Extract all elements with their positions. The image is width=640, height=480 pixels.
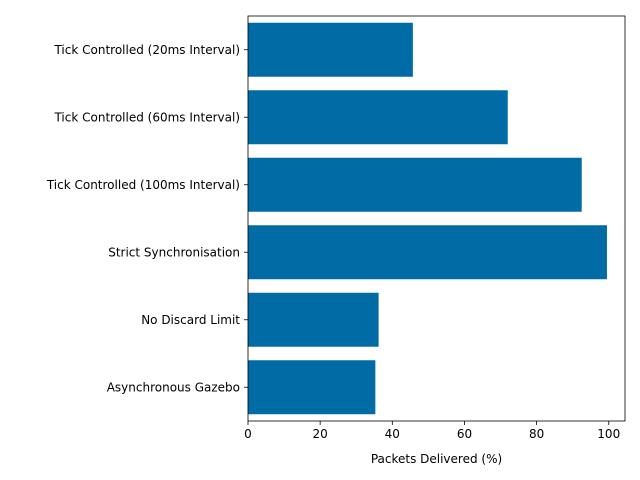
x-axis-label: Packets Delivered (%)	[371, 452, 502, 466]
plot-frame	[247, 15, 626, 422]
y-tick-label: Tick Controlled (20ms Interval)	[53, 43, 240, 57]
axes-frame	[247, 15, 626, 422]
bar	[248, 90, 508, 145]
y-tick-label: Asynchronous Gazebo	[107, 380, 240, 394]
x-tick-label: 80	[529, 427, 544, 441]
bar	[248, 292, 379, 347]
y-axis-categories: Tick Controlled (20ms Interval) Tick Cont…	[46, 43, 248, 394]
bar	[248, 360, 376, 415]
x-tick-label: 60	[457, 427, 472, 441]
x-axis-ticks: 0 20 40 60 80 100	[244, 421, 620, 441]
y-tick-label: Tick Controlled (60ms Interval)	[53, 110, 240, 124]
x-tick-label: 40	[385, 427, 400, 441]
bar	[248, 22, 413, 77]
x-tick-label: 100	[597, 427, 620, 441]
bar	[248, 157, 582, 212]
x-tick-label: 20	[313, 427, 328, 441]
bars-group	[248, 22, 607, 415]
y-tick-label: Tick Controlled (100ms Interval)	[46, 178, 240, 192]
y-tick-label: Strict Synchronisation	[108, 245, 240, 259]
bar	[248, 225, 607, 280]
y-tick-label: No Discard Limit	[141, 313, 240, 327]
x-tick-label: 0	[244, 427, 252, 441]
